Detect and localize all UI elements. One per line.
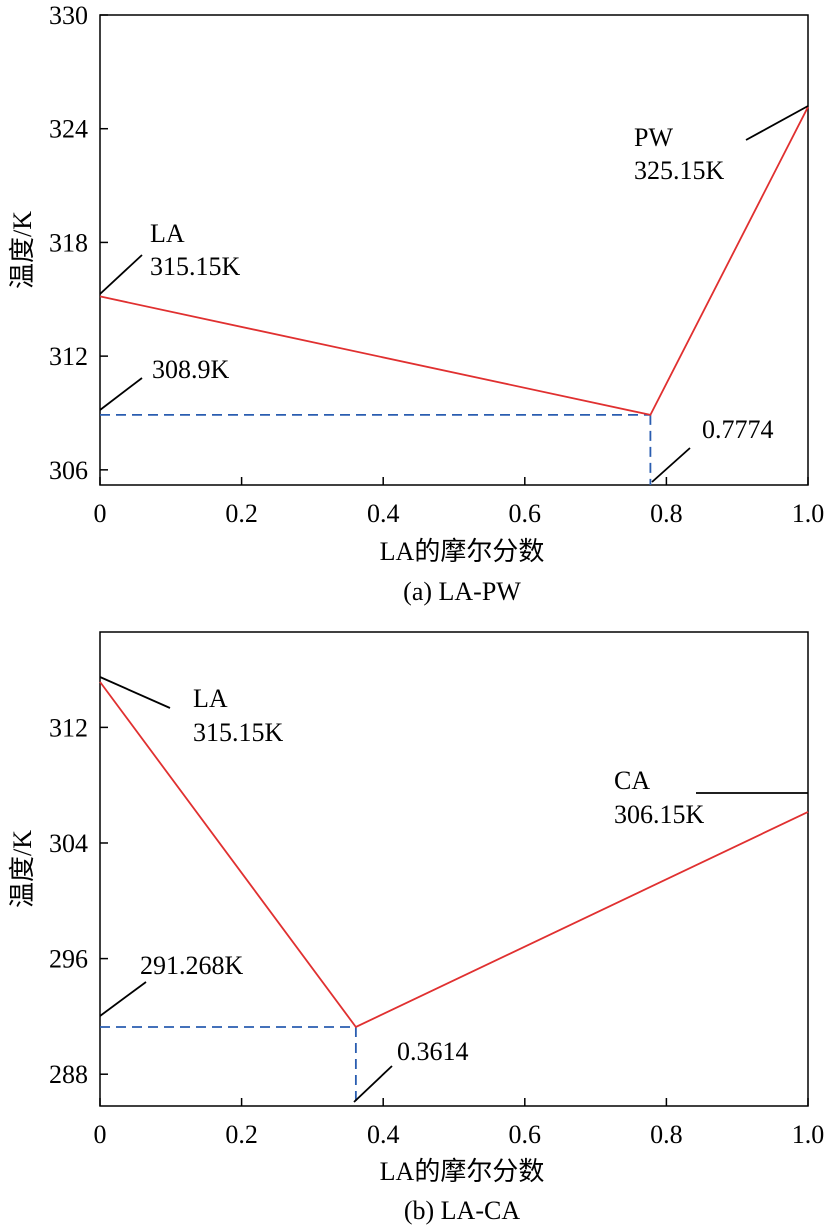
annotation-leader-eut-x	[353, 1065, 393, 1103]
plot-frame	[99, 14, 809, 486]
annotation-label-la: 315.15K	[193, 718, 284, 747]
x-axis-title: LA的摩尔分数	[380, 1157, 545, 1186]
y-tick-label: 312	[49, 713, 88, 742]
x-tick-label: 0.4	[367, 499, 400, 528]
chart-panel-b: 0 0.2 0.4 0.6 0.8 1.0 288 296 304 312 LA的摩尔分数 温度/K L…	[8, 631, 825, 1225]
annotation-label-la: LA	[193, 684, 228, 713]
annotation-label-pw: 325.15K	[634, 156, 725, 185]
chart-panel-a: 0 0.2 0.4 0.6 0.8 1.0 306 312 318 324 330 LA的摩尔分数 温度…	[8, 1, 824, 606]
y-tick-label: 330	[49, 1, 88, 30]
y-tick-label: 288	[49, 1060, 88, 1089]
y-tick-label: 306	[49, 456, 88, 485]
annotation-leader-eut-t	[99, 981, 147, 1017]
annotation-leader-la	[99, 254, 143, 295]
x-tick-label: 0.8	[650, 1120, 683, 1149]
x-tick-label: 1.0	[792, 499, 825, 528]
x-tick-label: 0.8	[650, 499, 683, 528]
y-tick-label: 312	[49, 342, 88, 371]
series-line-liquidus	[99, 681, 809, 1029]
annotation-label-eut-x: 0.3614	[397, 1037, 469, 1066]
y-tick-label: 318	[49, 228, 88, 257]
x-tick-label: 0.6	[509, 499, 542, 528]
y-axis-title: 温度/K	[8, 211, 37, 289]
y-tick-label: 304	[49, 829, 88, 858]
y-tick-label: 324	[49, 115, 88, 144]
plot-frame	[99, 631, 809, 1107]
figure-caption: (b) LA-CA	[404, 1196, 520, 1225]
annotation-label-eut-t: 291.268K	[140, 951, 244, 980]
annotation-label-eut-x: 0.7774	[702, 415, 774, 444]
x-tick-label: 0.4	[367, 1120, 400, 1149]
annotation-label-ca: CA	[614, 766, 650, 795]
y-tick-label: 296	[49, 945, 88, 974]
figure-caption: (a) LA-PW	[403, 577, 521, 606]
x-tick-label: 0.2	[225, 1120, 258, 1149]
annotation-label-ca: 306.15K	[614, 800, 705, 829]
annotation-label-la: LA	[150, 219, 185, 248]
x-tick-label: 0	[94, 1120, 107, 1149]
annotation-leader-la	[99, 676, 171, 709]
x-tick-label: 0.2	[225, 499, 258, 528]
series-line-liquidus	[99, 106, 809, 416]
annotation-label-la: 315.15K	[150, 252, 241, 281]
annotation-leader-eut-t	[99, 377, 143, 411]
x-tick-label: 0.6	[509, 1120, 542, 1149]
y-axis-title: 温度/K	[8, 830, 37, 908]
x-axis-title: LA的摩尔分数	[380, 537, 545, 566]
x-tick-label: 0	[94, 499, 107, 528]
annotation-leader-eut-x	[651, 447, 691, 483]
annotation-label-pw: PW	[634, 123, 673, 152]
annotation-label-eut-t: 308.9K	[152, 355, 230, 384]
x-tick-label: 1.0	[792, 1120, 825, 1149]
annotation-leader-pw	[745, 105, 809, 141]
